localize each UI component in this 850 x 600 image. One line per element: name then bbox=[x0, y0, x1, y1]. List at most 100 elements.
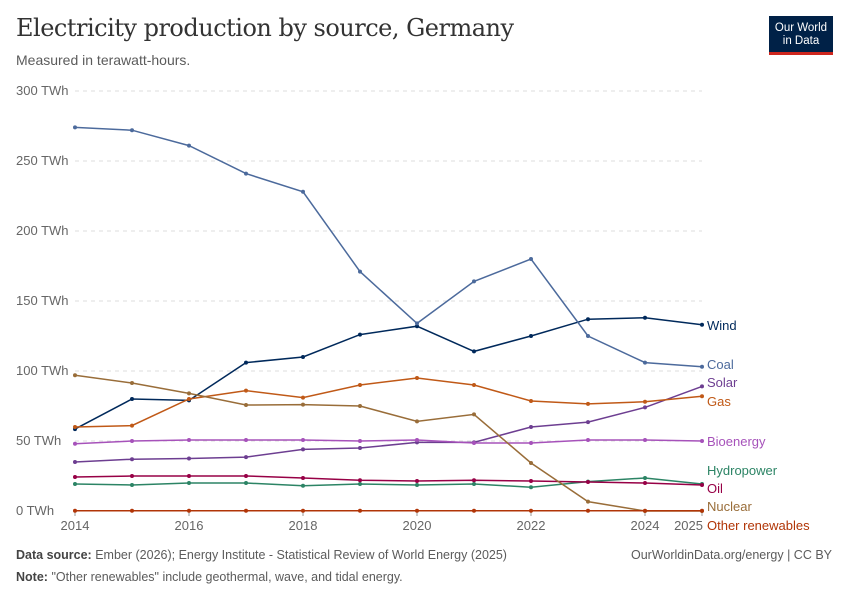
data-point bbox=[643, 399, 647, 404]
series-line-oil bbox=[74, 475, 703, 486]
data-point bbox=[130, 508, 134, 513]
data-point bbox=[586, 499, 590, 504]
data-point bbox=[244, 481, 248, 485]
data-point bbox=[244, 508, 248, 513]
data-point bbox=[187, 438, 191, 443]
data-point bbox=[415, 419, 419, 424]
data-point bbox=[244, 388, 248, 393]
data-point bbox=[700, 482, 704, 487]
data-point bbox=[529, 425, 533, 429]
data-point bbox=[529, 334, 533, 338]
y-tick-label: 300 TWh bbox=[16, 83, 69, 98]
data-point bbox=[187, 456, 191, 461]
series-line-bioenergy bbox=[74, 439, 703, 445]
data-point bbox=[73, 425, 77, 429]
data-point bbox=[529, 398, 533, 403]
data-point bbox=[358, 478, 362, 483]
data-point bbox=[244, 474, 248, 478]
data-point bbox=[643, 438, 647, 443]
x-tick-label: 2018 bbox=[289, 518, 318, 533]
data-point bbox=[472, 481, 476, 486]
note-text: "Other renewables" include geothermal, w… bbox=[51, 570, 403, 584]
data-point bbox=[700, 394, 704, 399]
data-point bbox=[700, 439, 704, 443]
data-point bbox=[586, 420, 590, 425]
data-point bbox=[415, 324, 419, 329]
data-point bbox=[358, 332, 362, 337]
data-point bbox=[187, 391, 191, 396]
x-tick-label: 2020 bbox=[403, 518, 432, 533]
data-point bbox=[643, 405, 647, 410]
data-point bbox=[301, 508, 305, 513]
series-label: Bioenergy bbox=[707, 434, 766, 449]
data-point bbox=[415, 482, 419, 487]
data-point bbox=[187, 143, 191, 148]
data-point bbox=[472, 412, 476, 417]
data-point bbox=[472, 279, 476, 284]
data-point bbox=[643, 475, 647, 480]
y-tick-label: 100 TWh bbox=[16, 363, 69, 378]
data-point bbox=[586, 438, 590, 443]
data-point bbox=[130, 474, 134, 478]
data-point bbox=[529, 508, 533, 513]
data-point bbox=[187, 481, 191, 485]
data-point bbox=[130, 397, 134, 401]
data-point bbox=[472, 440, 476, 445]
data-point bbox=[301, 395, 305, 400]
data-point bbox=[301, 189, 305, 194]
data-point bbox=[529, 485, 533, 490]
series-line-nuclear bbox=[74, 374, 702, 512]
data-point bbox=[130, 128, 134, 133]
data-point bbox=[244, 403, 248, 408]
data-point bbox=[529, 460, 533, 465]
footer-note: Note: "Other renewables" include geother… bbox=[16, 570, 403, 584]
data-point bbox=[130, 439, 134, 443]
data-point bbox=[301, 447, 305, 452]
data-point bbox=[643, 315, 647, 320]
data-point bbox=[73, 125, 77, 130]
data-point bbox=[358, 481, 362, 486]
data-point bbox=[187, 508, 191, 513]
series-line-wind bbox=[74, 317, 703, 430]
data-point bbox=[244, 360, 248, 365]
data-source: Data source: Ember (2026); Energy Instit… bbox=[16, 548, 507, 562]
data-point bbox=[73, 460, 77, 464]
data-point bbox=[301, 475, 305, 480]
y-tick-label: 200 TWh bbox=[16, 223, 69, 238]
x-tick-label: 2025 bbox=[674, 518, 703, 533]
series-label: Coal bbox=[707, 357, 734, 372]
y-tick-label: 0 TWh bbox=[16, 503, 54, 518]
line-chart: 0 TWh 50 TWh 100 TWh 150 TWh 200 TWh 250 TWh 3… bbox=[16, 83, 810, 533]
data-point bbox=[472, 383, 476, 387]
footer-url[interactable]: OurWorldinData.org/energy | CC BY bbox=[630, 548, 832, 562]
data-point bbox=[529, 440, 533, 445]
data-point bbox=[586, 508, 590, 513]
data-point bbox=[73, 373, 77, 378]
data-point bbox=[358, 439, 362, 443]
data-point bbox=[358, 446, 362, 450]
data-point bbox=[415, 376, 419, 380]
data-point bbox=[586, 401, 590, 406]
data-point bbox=[244, 171, 248, 176]
data-point bbox=[244, 455, 248, 460]
source-label: Data source: bbox=[16, 548, 92, 562]
data-point bbox=[415, 479, 419, 484]
data-point bbox=[586, 317, 590, 322]
data-point bbox=[358, 404, 362, 408]
data-point bbox=[187, 397, 191, 401]
source-text[interactable]: Ember (2026); Energy Institute - Statist… bbox=[95, 548, 507, 562]
data-point bbox=[187, 474, 191, 478]
series-line-hydropower bbox=[74, 477, 703, 488]
data-point bbox=[529, 257, 533, 261]
data-point bbox=[358, 383, 362, 387]
data-point bbox=[415, 508, 419, 513]
y-tick-label: 250 TWh bbox=[16, 153, 69, 168]
data-point bbox=[700, 384, 704, 389]
series-label: Wind bbox=[707, 318, 737, 333]
data-point bbox=[358, 508, 362, 513]
owid-logo[interactable]: Our World in Data bbox=[769, 16, 833, 55]
x-tick-label: 2022 bbox=[517, 518, 546, 533]
data-point bbox=[472, 508, 476, 513]
chart-title: Electricity production by source, German… bbox=[16, 14, 514, 42]
chart-subtitle: Measured in terawatt-hours. bbox=[16, 52, 191, 68]
